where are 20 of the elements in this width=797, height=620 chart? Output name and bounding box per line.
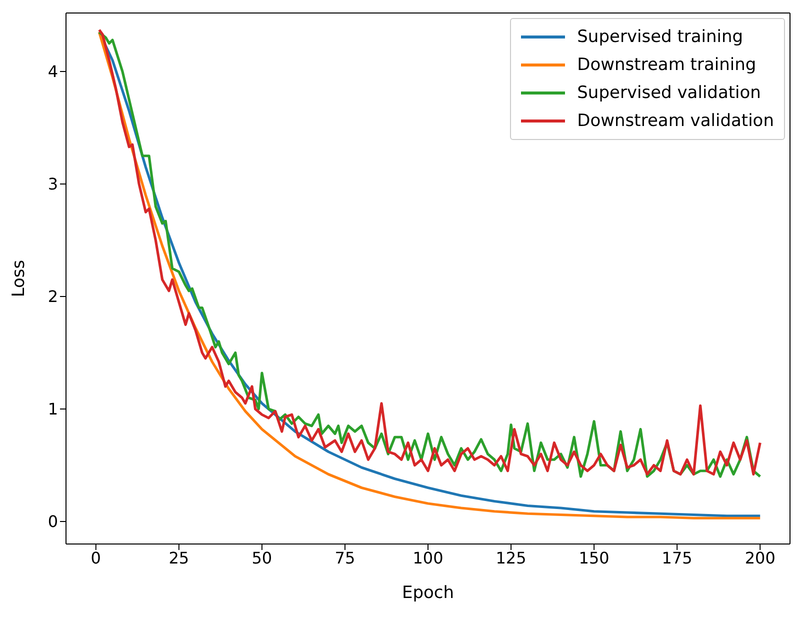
x-tick-label: 100 xyxy=(412,548,444,568)
x-axis-title: Epoch xyxy=(402,583,454,603)
y-tick-label: 2 xyxy=(48,287,58,306)
legend-label: Supervised validation xyxy=(577,83,761,103)
x-tick-label: 200 xyxy=(744,548,776,568)
legend-label: Supervised training xyxy=(577,27,744,47)
x-tick-label: 0 xyxy=(90,548,101,568)
x-tick-label: 150 xyxy=(578,548,610,568)
x-tick-label: 125 xyxy=(496,548,526,568)
y-tick-label: 0 xyxy=(48,512,58,532)
x-tick-label: 75 xyxy=(334,548,356,568)
y-tick-label: 4 xyxy=(48,62,58,82)
y-tick-label: 1 xyxy=(48,400,58,419)
y-axis-title: Loss xyxy=(9,260,30,298)
x-tick-label: 50 xyxy=(252,548,272,568)
x-tick-label: 25 xyxy=(168,548,190,568)
y-tick-label: 3 xyxy=(48,174,58,194)
legend-label: Downstream validation xyxy=(577,111,774,131)
legend-label: Downstream training xyxy=(577,55,756,75)
x-tick-label: 175 xyxy=(662,548,692,568)
